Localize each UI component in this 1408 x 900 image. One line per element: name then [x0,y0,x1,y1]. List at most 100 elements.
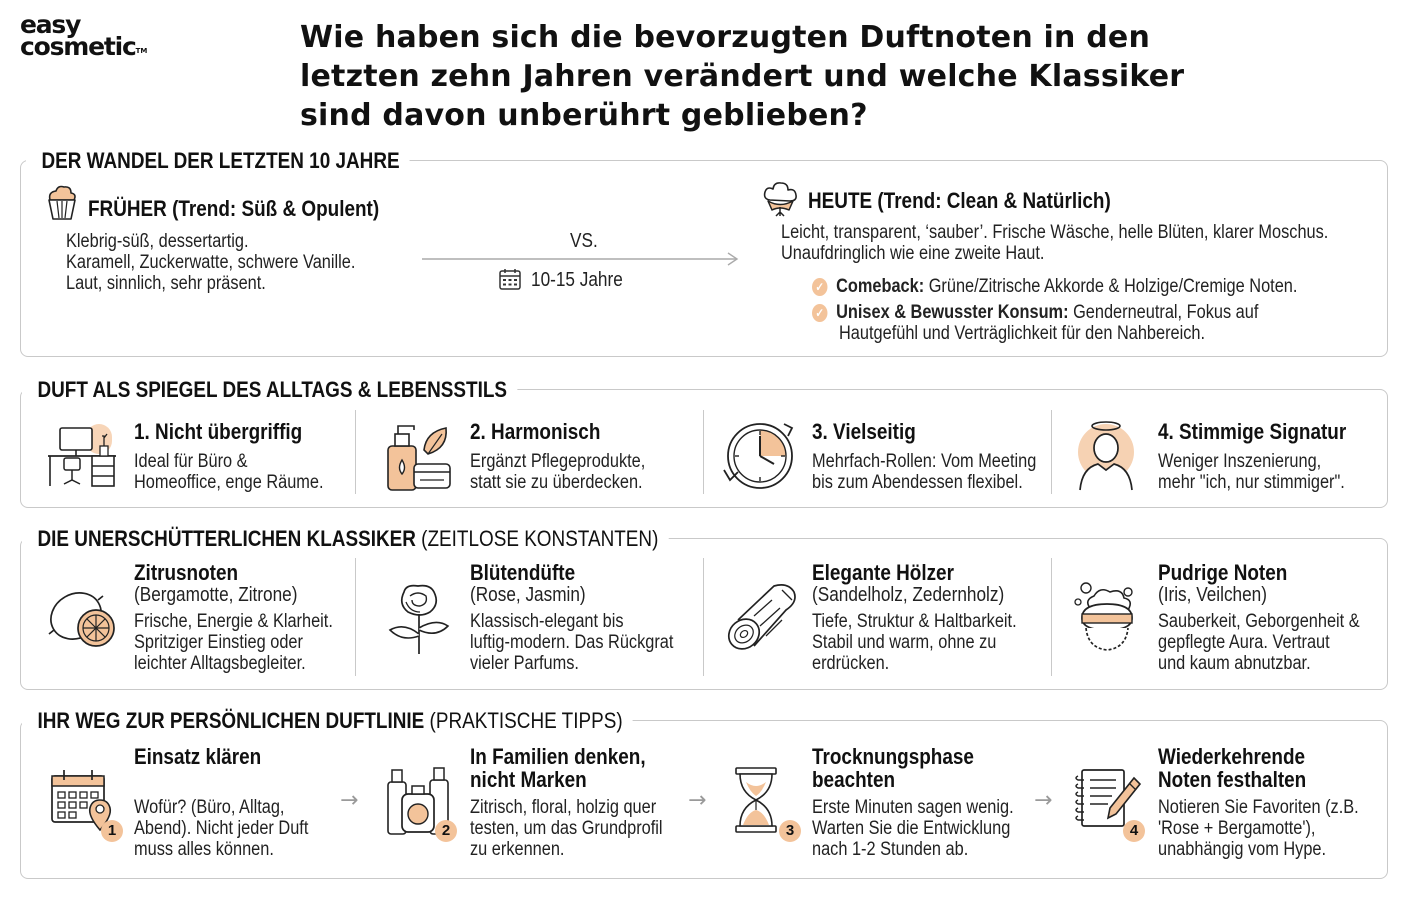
alltag-item-4-line-1: Weniger Inszenierung, [1158,451,1322,472]
rose-icon [388,584,450,654]
lemon-icon [48,592,115,647]
tipps-item-2-title-1: In Familien denken, [470,744,646,769]
heute-line-2: Unaufdringlich wie eine zweite Haut. [781,243,1045,264]
office-desk-icon [48,424,116,487]
heute-heading: HEUTE (Trend: Clean & Natürlich) [808,188,1111,213]
tipps-item-2-line-1: Zitrisch, floral, holzig quer [470,797,657,818]
tipps-section-title: IHR WEG ZUR PERSÖNLICHEN DUFTLINIE (PRAK… [22,708,633,734]
klassiker-item-4-line-1: Sauberkeit, Geborgenheit & [1158,611,1360,632]
heute-point-2: ✓ Unisex & Bewusster Konsum: Genderneutra… [812,302,1331,323]
calendar-icon [499,269,521,290]
klassiker-item-3-line-1: Tiefe, Struktur & Haltbarkeit. [812,611,1017,632]
divider [1051,558,1053,676]
step-badge-2: 2 [435,820,457,842]
tipps-item-3-line-2: Warten Sie die Entwicklung [812,818,1011,839]
frueher-line-1: Klebrig-süß, dessertartig. [66,231,249,252]
alltag-item-1-line-1: Ideal für Büro & [134,451,248,472]
klassiker-item-3-line-3: erdrücken. [812,653,890,674]
tipps-item-4-line-1: Notieren Sie Favoriten (z.B. [1158,797,1359,818]
alltag-item-1-title: 1. Nicht übergriffig [134,419,303,444]
tipps-item-1-line-2: Abend). Nicht jeder Duft [134,818,309,839]
alltag-item-3-line-1: Mehrfach-Rollen: Vom Meeting [812,451,1037,472]
page-title: Wie haben sich die bevorzugten Duftnoten… [300,20,1185,133]
point-1-label: Comeback: [836,276,925,297]
divider [703,410,705,494]
wood-log-icon [727,584,796,650]
tipps-item-1-line-1: Wofür? (Büro, Alltag, [134,797,285,818]
clock-cycle-icon [723,423,794,489]
tipps-item-1-line-3: muss alles können. [134,839,274,860]
check-icon: ✓ [812,304,828,322]
trademark: TM [135,47,148,55]
heute-point-1: ✓ Comeback: Grüne/Zitrische Akkorde & Hol… [812,276,1376,297]
alltag-section-title: DUFT ALS SPIEGEL DES ALLTAGS & LEBENSSTI… [22,377,518,403]
divider [355,558,357,676]
alltag-item-4-title: 4. Stimmige Signatur [1158,419,1347,444]
klassiker-item-1-line-3: leichter Alltagsbegleiter. [134,653,306,674]
notebook-pen-icon [1075,769,1142,827]
person-halo-icon [1078,421,1134,491]
logo-line-2: cosmetic [20,32,137,61]
period-label: 10-15 Jahre [531,269,623,291]
perfume-bottles-icon [387,767,449,835]
check-icon: ✓ [812,278,828,296]
divider [1051,410,1053,494]
point-2-text-2: Hautgefühl und Verträglichkeit für den N… [839,323,1206,344]
wandel-section-title: DER WANDEL DER LETZTEN 10 JAHRE [26,148,410,174]
divider [355,410,357,494]
klassiker-section-title: DIE UNERSCHÜTTERLICHEN KLASSIKER (ZEITLO… [22,526,669,552]
arrow-right-icon: → [1034,788,1053,813]
alltag-item-3-line-2: bis zum Abendessen flexibel. [812,472,1023,493]
klassiker-item-3-subtitle: (Sandelholz, Zedernholz) [812,584,1005,606]
tipps-item-2-line-3: zu erkennen. [470,839,565,860]
tipps-item-2-line-2: testen, um das Grundprofil [470,818,663,839]
tipps-item-4-title-2: Noten festhalten [1158,767,1307,792]
arrow-right-icon [422,252,739,266]
step-badge-4: 4 [1123,820,1145,842]
klassiker-item-1-line-1: Frische, Energie & Klarheit. [134,611,333,632]
alltag-item-2-line-2: statt sie zu überdecken. [470,472,643,493]
tipps-panel [20,720,1388,879]
tipps-item-3-title-2: beachten [812,767,896,792]
alltag-item-4-line-2: mehr "ich, nur stimmiger". [1158,472,1345,493]
calendar-location-icon [51,770,112,832]
heute-line-1: Leicht, transparent, ‘sauber’. Frische W… [781,222,1329,243]
klassiker-item-2-title: Blütendüfte [470,560,576,585]
point-1-text: Grüne/Zitrische Akkorde & Holzige/Cremig… [928,276,1298,297]
vs-label: VS. [570,230,598,252]
point-2-text: Genderneutral, Fokus auf [1073,302,1259,323]
frueher-heading: FRÜHER (Trend: Süß & Opulent) [88,196,380,221]
frueher-line-2: Karamell, Zuckerwatte, schwere Vanille. [66,252,356,273]
klassiker-item-4-subtitle: (Iris, Veilchen) [1158,584,1267,606]
tipps-item-4-line-3: unabhängig vom Hype. [1158,839,1327,860]
klassiker-item-2-line-2: luftig-modern. Das Rückgrat [470,632,674,653]
klassiker-item-2-line-3: vieler Parfums. [470,653,579,674]
tipps-item-3-title-1: Trocknungsphase [812,744,974,769]
step-badge-1: 1 [101,820,123,842]
tipps-item-1-title: Einsatz klären [134,744,262,769]
klassiker-item-4-line-2: gepflegte Aura. Vertraut [1158,632,1330,653]
klassiker-item-1-subtitle: (Bergamotte, Zitrone) [134,584,298,606]
divider [703,558,705,676]
tipps-item-4-title-1: Wiederkehrende [1158,744,1306,769]
alltag-item-2-title: 2. Harmonisch [470,419,601,444]
step-badge-3: 3 [779,820,801,842]
klassiker-item-4-title: Pudrige Noten [1158,560,1288,585]
cotton-flower-icon [763,182,797,217]
klassiker-item-1-title: Zitrusnoten [134,560,239,585]
klassiker-item-2-subtitle: (Rose, Jasmin) [470,584,586,606]
frueher-line-3: Laut, sinnlich, sehr präsent. [66,273,266,294]
arrow-right-icon: → [340,788,359,813]
hourglass-icon [735,767,777,833]
tipps-item-4-line-2: 'Rose + Bergamotte'), [1158,818,1316,839]
klassiker-item-4-line-3: und kaum abnutzbar. [1158,653,1311,674]
klassiker-item-1-line-2: Spritziger Einstieg oder [134,632,303,653]
klassiker-item-3-line-2: Stabil und warm, ohne zu [812,632,997,653]
skincare-products-icon [387,425,451,491]
klassiker-item-3-title: Elegante Hölzer [812,560,954,585]
cupcake-icon [48,185,76,220]
alltag-item-3-title: 3. Vielseitig [812,419,916,444]
alltag-item-2-line-1: Ergänzt Pflegeprodukte, [470,451,646,472]
brand-logo: easy cosmeticTM [20,12,148,61]
alltag-item-1-line-2: Homeoffice, enge Räume. [134,472,324,493]
